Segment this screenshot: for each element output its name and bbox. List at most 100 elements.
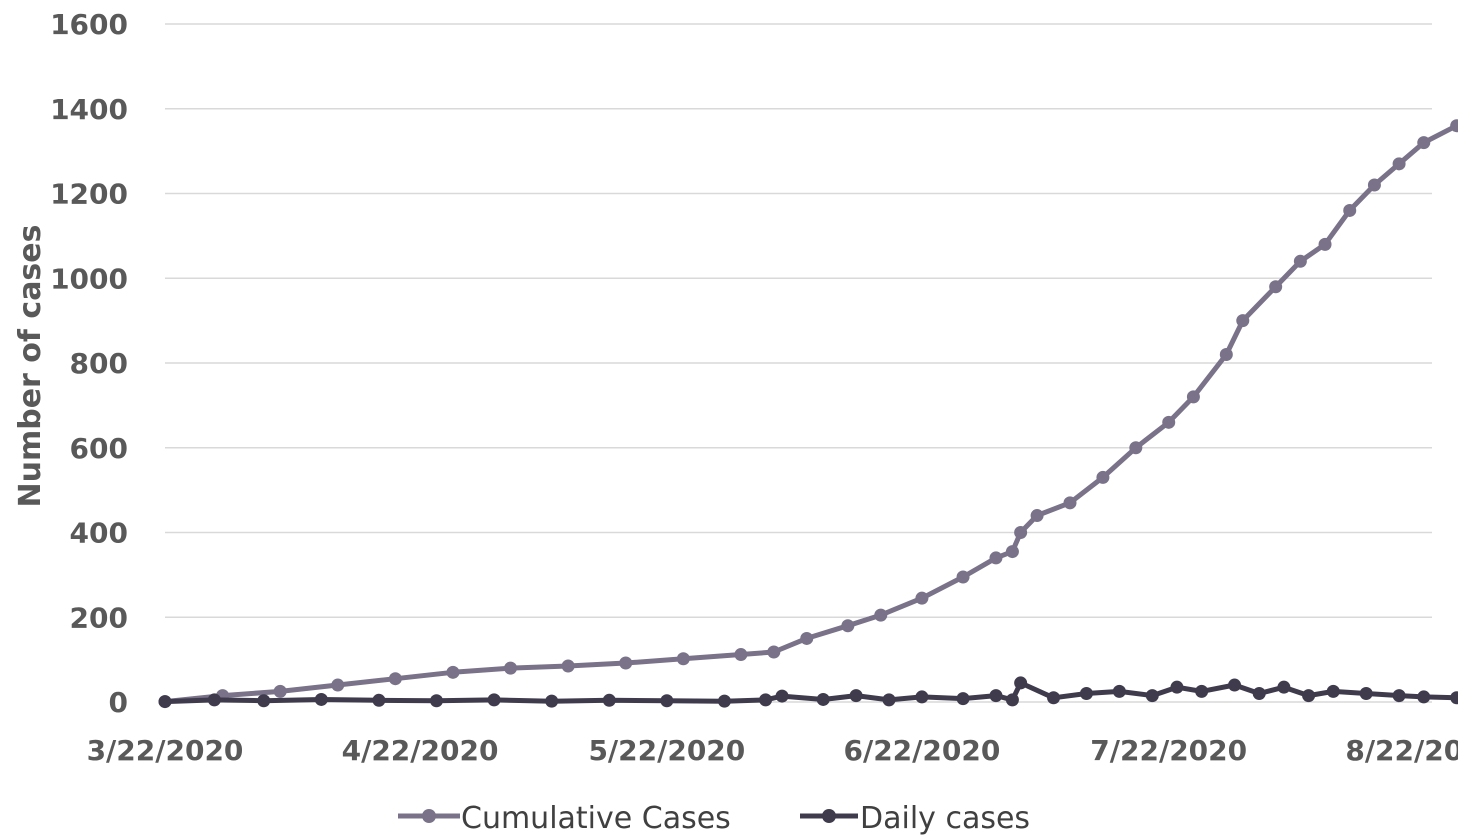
legend-marker-daily-cases: [822, 809, 836, 823]
y-tick-label: 0: [109, 686, 128, 719]
data-point: [372, 693, 386, 707]
data-point: [257, 694, 271, 708]
data-point: [1326, 684, 1340, 698]
data-point: [882, 693, 896, 707]
y-tick-label: 400: [70, 517, 128, 550]
x-axis-ticks: 3/22/2020 4/22/2020 5/22/2020 6/22/2020 7/22…: [87, 734, 1458, 767]
data-point: [989, 689, 1003, 703]
data-point: [1450, 119, 1458, 133]
data-point: [430, 694, 443, 708]
x-tick-label: 5/22/2020: [588, 734, 745, 767]
data-point: [561, 659, 575, 673]
data-point: [1417, 690, 1431, 704]
data-point: [487, 693, 501, 707]
x-tick-label: 8/22/2020: [1345, 734, 1458, 767]
data-point: [676, 652, 690, 666]
data-point: [1005, 545, 1019, 559]
data-point: [874, 608, 888, 622]
legend-marker-cumulative-cases: [422, 809, 436, 823]
data-point: [1277, 680, 1291, 694]
data-point: [1417, 136, 1431, 150]
data-point: [841, 619, 855, 633]
data-point: [989, 551, 1003, 565]
data-point: [849, 689, 863, 703]
data-point: [158, 695, 172, 709]
legend-label-cumulative-cases: Cumulative Cases: [461, 801, 731, 836]
y-tick-label: 1200: [50, 178, 128, 211]
data-point: [1005, 693, 1019, 707]
data-point: [1112, 684, 1126, 698]
data-point: [1063, 496, 1077, 510]
y-tick-label: 800: [70, 347, 128, 380]
data-point: [775, 689, 789, 703]
data-point: [1014, 676, 1028, 690]
series-daily-cases: [158, 676, 1458, 709]
data-point: [956, 570, 970, 584]
data-point: [1170, 680, 1184, 694]
y-tick-label: 600: [70, 432, 128, 465]
data-point: [1392, 689, 1406, 703]
data-point: [545, 694, 559, 708]
data-point: [1367, 178, 1381, 192]
data-point: [1030, 509, 1044, 523]
data-point: [717, 694, 731, 708]
x-tick-label: 7/22/2020: [1090, 734, 1247, 767]
legend-label-daily-cases: Daily cases: [860, 801, 1030, 836]
data-point: [1236, 314, 1250, 328]
data-point: [1186, 390, 1200, 404]
legend-item-daily-cases: Daily cases: [800, 801, 1030, 836]
data-point: [273, 684, 287, 698]
data-point: [1129, 441, 1143, 455]
data-point: [915, 690, 929, 704]
data-point: [1450, 691, 1458, 705]
data-point: [660, 694, 674, 708]
series-cumulative-cases: [158, 119, 1458, 709]
data-point: [207, 693, 221, 707]
data-point: [1302, 689, 1316, 703]
gridlines: [165, 23, 1432, 703]
data-point: [1269, 280, 1283, 294]
data-point: [1343, 203, 1357, 217]
data-point: [1228, 678, 1242, 692]
y-tick-label: 1600: [50, 8, 128, 41]
data-point: [1195, 684, 1209, 698]
data-point: [314, 692, 328, 706]
y-axis-title: Number of cases: [13, 225, 48, 508]
data-point: [734, 648, 748, 662]
data-point: [1079, 687, 1093, 701]
data-point: [915, 591, 929, 605]
series-line-cumulative-cases: [162, 121, 1458, 705]
y-tick-label: 200: [70, 601, 128, 634]
series-layer: [158, 119, 1458, 709]
data-point: [800, 631, 814, 645]
data-point: [816, 692, 830, 706]
data-point: [1047, 691, 1061, 705]
data-point: [1162, 415, 1176, 429]
data-point: [1252, 687, 1266, 701]
y-axis-ticks: 0 200 400 600 800 1000 1200 1400 1600: [50, 8, 128, 719]
legend-item-cumulative-cases: Cumulative Cases: [398, 801, 731, 836]
data-point: [504, 661, 518, 675]
data-point: [331, 678, 345, 692]
x-tick-label: 3/22/2020: [87, 734, 244, 767]
data-point: [388, 672, 402, 686]
data-point: [1014, 526, 1028, 539]
data-point: [1145, 689, 1159, 703]
data-point: [619, 656, 633, 670]
data-point: [1318, 237, 1332, 251]
data-point: [1359, 687, 1373, 701]
legend: Cumulative Cases Daily cases: [398, 801, 1030, 836]
data-point: [767, 645, 781, 659]
y-tick-label: 1000: [50, 262, 128, 295]
y-tick-label: 1400: [50, 93, 128, 126]
data-point: [1392, 157, 1406, 171]
x-tick-label: 6/22/2020: [843, 734, 1000, 767]
x-tick-label: 4/22/2020: [342, 734, 499, 767]
data-point: [1096, 470, 1110, 484]
data-point: [759, 693, 773, 707]
data-point: [1293, 254, 1307, 268]
data-point: [956, 692, 970, 706]
data-point: [1219, 348, 1233, 362]
